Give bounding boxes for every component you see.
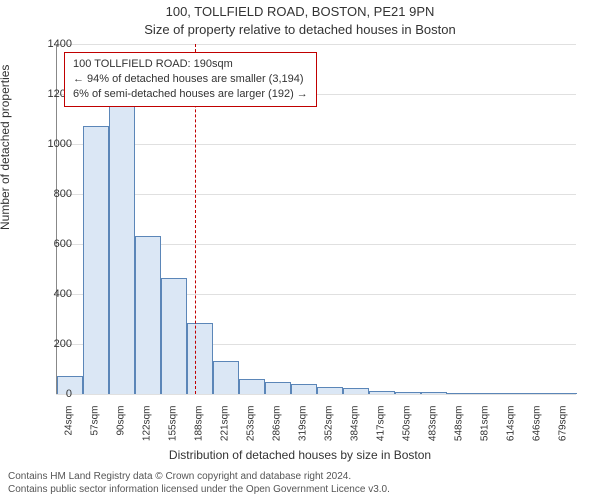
histogram-bar: [499, 393, 526, 394]
x-tick-label: 286sqm: [272, 406, 283, 446]
x-tick-label: 352sqm: [324, 406, 335, 446]
histogram-bar: [421, 392, 448, 394]
histogram-bar: [343, 388, 370, 394]
x-tick-label: 483sqm: [428, 406, 439, 446]
y-tick-label: 600: [32, 238, 72, 250]
x-tick-label: 188sqm: [194, 406, 205, 446]
y-tick-label: 0: [32, 388, 72, 400]
x-tick-label: 24sqm: [64, 406, 75, 446]
x-tick-label: 581sqm: [480, 406, 491, 446]
x-tick-label: 417sqm: [376, 406, 387, 446]
histogram-bar: [473, 393, 500, 394]
x-tick-label: 122sqm: [142, 406, 153, 446]
histogram-bar: [83, 126, 110, 395]
x-tick-label: 221sqm: [220, 406, 231, 446]
histogram-bar: [369, 391, 396, 395]
histogram-bar: [161, 278, 188, 394]
histogram-bar: [135, 236, 162, 395]
chart-subtitle: Size of property relative to detached ho…: [0, 22, 600, 37]
histogram-bar: [265, 382, 292, 394]
y-tick-label: 1000: [32, 138, 72, 150]
chart-title: 100, TOLLFIELD ROAD, BOSTON, PE21 9PN: [0, 4, 600, 19]
y-tick-label: 1400: [32, 38, 72, 50]
x-tick-label: 646sqm: [532, 406, 543, 446]
annotation-line: 100 TOLLFIELD ROAD: 190sqm: [73, 57, 308, 72]
x-tick-label: 450sqm: [402, 406, 413, 446]
x-tick-label: 155sqm: [168, 406, 179, 446]
y-axis-label: Number of detached properties: [0, 65, 12, 230]
footer-line-1: Contains HM Land Registry data © Crown c…: [8, 470, 390, 483]
x-tick-label: 253sqm: [246, 406, 257, 446]
x-tick-label: 57sqm: [90, 406, 101, 446]
histogram-bar: [551, 393, 578, 394]
x-tick-label: 548sqm: [454, 406, 465, 446]
x-tick-label: 679sqm: [558, 406, 569, 446]
property-size-chart: 100, TOLLFIELD ROAD, BOSTON, PE21 9PN Si…: [0, 0, 600, 500]
x-tick-label: 384sqm: [350, 406, 361, 446]
histogram-bar: [447, 393, 474, 395]
annotation-line: ← 94% of detached houses are smaller (3,…: [73, 72, 308, 87]
y-tick-label: 800: [32, 188, 72, 200]
histogram-bar: [525, 393, 552, 394]
histogram-bar: [291, 384, 318, 394]
histogram-bar: [317, 387, 344, 394]
histogram-bar: [213, 361, 240, 395]
grid-line: [56, 394, 576, 395]
footer-line-2: Contains public sector information licen…: [8, 483, 390, 496]
annotation-box: 100 TOLLFIELD ROAD: 190sqm← 94% of detac…: [64, 52, 317, 107]
histogram-bar: [187, 323, 214, 394]
chart-footer: Contains HM Land Registry data © Crown c…: [8, 470, 390, 496]
histogram-bar: [109, 103, 136, 394]
x-tick-label: 90sqm: [116, 406, 127, 446]
y-tick-label: 200: [32, 338, 72, 350]
x-axis-label: Distribution of detached houses by size …: [0, 448, 600, 462]
x-tick-label: 319sqm: [298, 406, 309, 446]
x-tick-label: 614sqm: [506, 406, 517, 446]
annotation-line: 6% of semi-detached houses are larger (1…: [73, 87, 308, 102]
y-tick-label: 400: [32, 288, 72, 300]
histogram-bar: [239, 379, 266, 394]
histogram-bar: [395, 392, 422, 394]
grid-line: [56, 44, 576, 45]
